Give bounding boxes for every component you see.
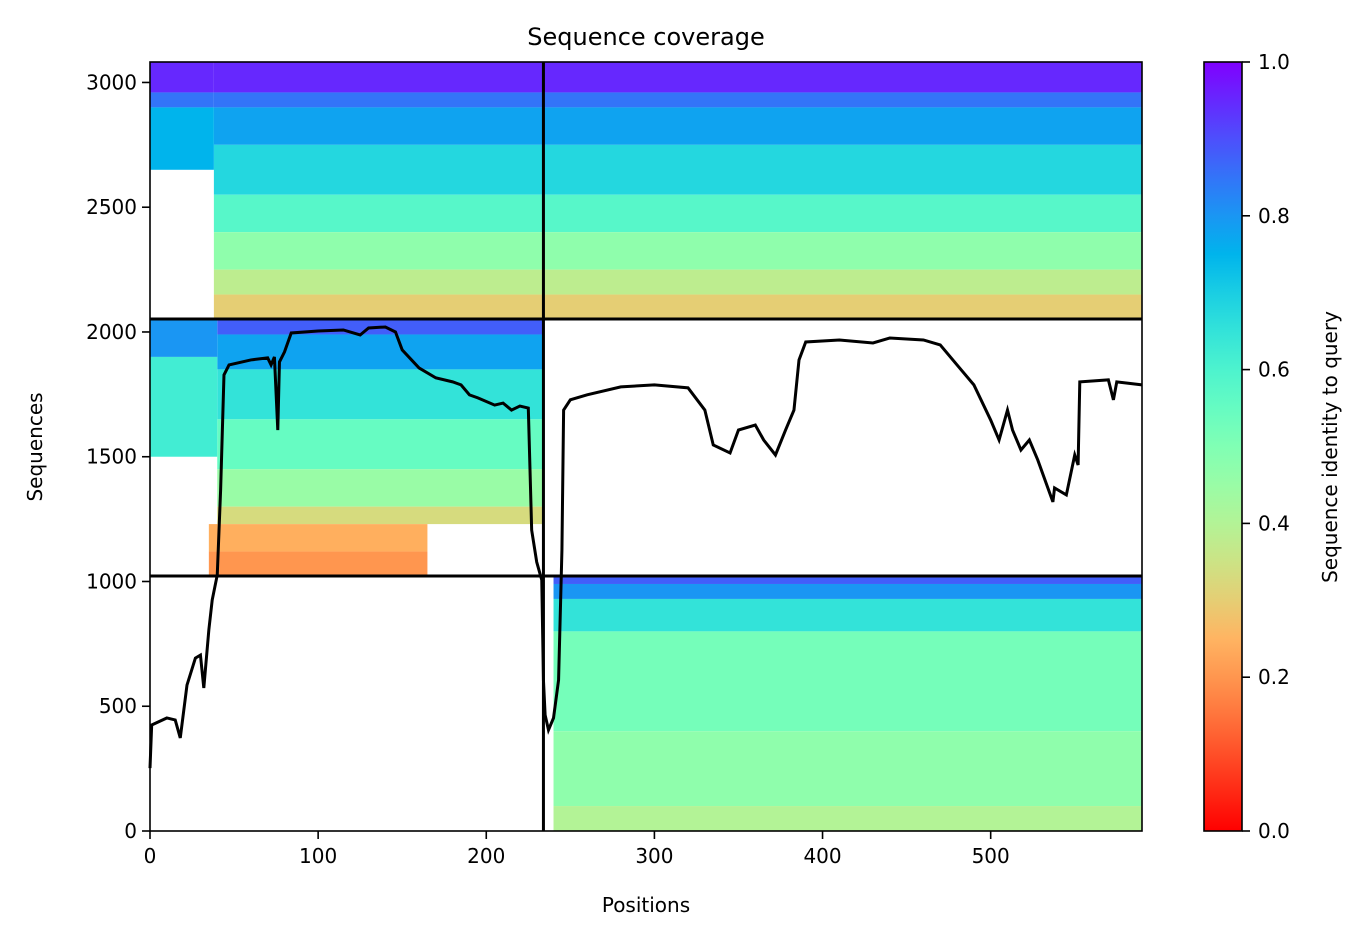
- coverage-band: [150, 92, 214, 108]
- coverage-band: [217, 369, 544, 420]
- coverage-band: [213, 232, 1142, 270]
- x-tick-label: 400: [803, 844, 841, 868]
- x-tick-label: 300: [635, 844, 673, 868]
- y-tick-label: 1000: [86, 569, 137, 593]
- coverage-band: [150, 62, 214, 93]
- coverage-band: [217, 506, 544, 525]
- y-tick-label: 3000: [86, 70, 137, 94]
- colorbar-tick-label: 0.0: [1258, 819, 1290, 843]
- coverage-band: [213, 62, 1142, 93]
- coverage-band: [150, 107, 214, 170]
- coverage-band: [213, 294, 1142, 319]
- coverage-band: [217, 469, 544, 507]
- coverage-band: [553, 598, 1142, 632]
- coverage-band: [150, 318, 218, 357]
- colorbar-label: Sequence identity to query: [1318, 311, 1342, 583]
- x-axis-label: Positions: [602, 893, 690, 917]
- coverage-band: [217, 419, 544, 470]
- x-tick-label: 0: [144, 844, 157, 868]
- colorbar-tick-label: 0.6: [1258, 358, 1290, 382]
- y-tick-label: 0: [124, 819, 137, 843]
- coverage-band: [553, 575, 1142, 584]
- colorbar: [1203, 61, 1243, 832]
- y-tick-label: 1500: [86, 445, 137, 469]
- coverage-band: [217, 334, 544, 370]
- colorbar-tick-label: 0.2: [1258, 665, 1290, 689]
- chart-title: Sequence coverage: [527, 23, 764, 51]
- coverage-band: [208, 551, 428, 576]
- colorbar-tick-label: 0.8: [1258, 204, 1290, 228]
- coverage-band: [208, 524, 428, 552]
- y-tick-label: 2500: [86, 195, 137, 219]
- coverage-band: [213, 194, 1142, 233]
- colorbar-tick-label: 1.0: [1258, 50, 1290, 74]
- coverage-band: [553, 631, 1142, 732]
- coverage-band: [553, 806, 1142, 831]
- y-axis-label: Sequences: [23, 392, 47, 501]
- x-tick-label: 100: [299, 844, 337, 868]
- plot-frame: [149, 61, 1143, 832]
- coverage-band: [213, 107, 1142, 145]
- coverage-band: [553, 583, 1142, 599]
- coverage-band: [213, 144, 1142, 195]
- coverage-band: [213, 269, 1142, 295]
- coverage-line: [148, 325, 1143, 769]
- y-tick-label: 500: [99, 694, 137, 718]
- x-tick-label: 200: [467, 844, 505, 868]
- coverage-band: [213, 92, 1142, 108]
- y-tick-label: 2000: [86, 320, 137, 344]
- colorbar-tick-label: 0.4: [1258, 511, 1290, 535]
- x-tick-label: 500: [972, 844, 1010, 868]
- coverage-band: [553, 731, 1142, 807]
- coverage-band: [150, 356, 218, 457]
